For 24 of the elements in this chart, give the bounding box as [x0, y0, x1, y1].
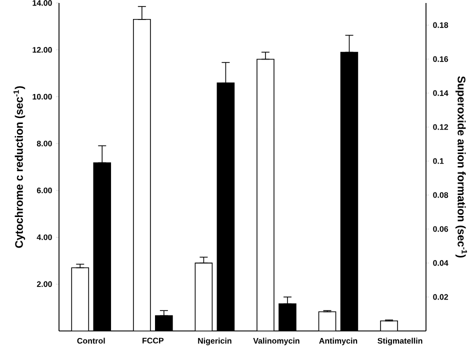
y2-axis-title: Superoxide anion formation (sec$^{-1}$) [455, 76, 468, 258]
x-tick-label: Stigmatellin [378, 338, 422, 346]
y-tick-label: 12.00 [32, 47, 52, 53]
y2-tick-label: 0.14 [433, 90, 448, 96]
x-tick-label: FCCP [142, 338, 164, 344]
y2-tick-label: 0.06 [433, 226, 448, 232]
y2-tick-label: 0.12 [433, 124, 448, 130]
y2-tick-label: 0.02 [433, 294, 448, 300]
y-axis-title: Cytochrome c reduction (sec$^{-1}$) [14, 86, 26, 248]
x-tick-label: Control [77, 338, 105, 344]
y2-tick-label: 0.08 [433, 192, 448, 198]
x-tick-label: Valinomycin [253, 338, 300, 346]
y2-tick-label: 0.16 [433, 56, 448, 62]
y-tick-label: 10.00 [32, 94, 52, 100]
x-tick-label: Antimycin [319, 338, 358, 346]
y-tick-label: 14.00 [32, 0, 52, 6]
y2-tick-label: 0.04 [433, 260, 448, 266]
y-tick-label: 4.00 [36, 234, 52, 240]
y-tick-label: 6.00 [36, 188, 52, 194]
y-tick-label: 2.00 [36, 281, 52, 287]
x-tick-label: Nigericin [198, 338, 232, 346]
y-tick-label: 8.00 [36, 140, 52, 146]
y2-tick-label: 0.18 [433, 22, 448, 28]
y2-tick-label: 0.1 [433, 158, 444, 164]
